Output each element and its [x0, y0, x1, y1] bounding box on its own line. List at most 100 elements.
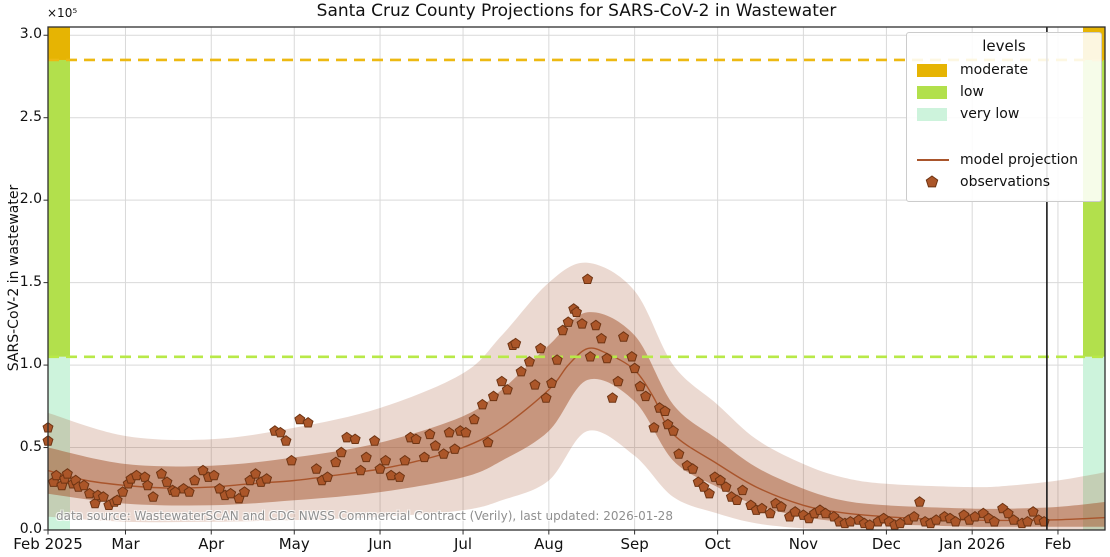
observation-point — [606, 392, 618, 403]
observation-point — [147, 491, 159, 502]
observation-point — [698, 481, 710, 492]
observation-point — [582, 273, 594, 284]
legend-item-label: very low — [960, 106, 1020, 122]
observation-point — [84, 487, 96, 499]
observation-point — [629, 362, 641, 374]
observation-point — [438, 448, 450, 459]
x-tick-label: Jun — [368, 535, 392, 553]
observation-point — [659, 405, 671, 416]
observation-point — [261, 473, 273, 484]
observation-point — [562, 316, 574, 327]
observation-point — [369, 435, 381, 446]
data-source-note: data source: WastewaterSCAN and CDC NWSS… — [56, 509, 673, 523]
observation-point — [775, 501, 787, 512]
observation-point — [183, 486, 195, 497]
observation-point — [274, 426, 286, 438]
observation-point — [286, 454, 297, 466]
x-tick-label: Mar — [111, 535, 140, 553]
observation-point — [1002, 507, 1014, 519]
observation-point — [393, 471, 405, 482]
observation-point — [429, 440, 441, 451]
observation-point — [496, 375, 508, 387]
legend-item-observations: observations — [917, 171, 1091, 193]
level-stripe-right-very-low — [1083, 356, 1105, 530]
observation-point — [720, 481, 732, 492]
observation-point — [280, 435, 292, 446]
observation-point — [238, 486, 250, 497]
observation-point — [557, 324, 569, 336]
observation-point — [131, 469, 143, 481]
observation-point — [78, 479, 90, 491]
observation-point — [634, 380, 646, 392]
observation-point — [571, 306, 582, 317]
observation-point — [584, 350, 596, 362]
observation-point — [612, 375, 624, 387]
x-tick-label: Apr — [198, 535, 225, 553]
pentagon-marker-icon — [925, 175, 939, 188]
observation-point — [731, 494, 743, 505]
observation-point — [330, 456, 342, 468]
observation-point — [789, 506, 801, 517]
legend-title: levels — [982, 37, 1026, 55]
observation-point — [50, 469, 62, 481]
observation-point — [714, 474, 726, 486]
observation-point — [914, 496, 926, 507]
observation-point — [310, 463, 322, 474]
legend-item-label: observations — [960, 174, 1051, 190]
observation-point — [189, 474, 201, 486]
observation-point — [529, 379, 541, 390]
observation-point — [523, 355, 535, 367]
y-tick-label: 1.5 — [19, 273, 42, 290]
observation-point — [595, 332, 607, 344]
y-tick-label: 0.5 — [19, 438, 42, 455]
x-tick-label: Nov — [788, 535, 819, 553]
legend-item-low: low — [917, 81, 1091, 103]
legend-item-label: low — [960, 84, 984, 100]
observation-point — [908, 510, 920, 522]
x-tick-label: Jan 2026 — [939, 535, 1006, 553]
observation-point — [111, 494, 123, 505]
observation-point — [510, 337, 522, 349]
y-tick-label: 2.5 — [19, 108, 42, 125]
observation-point — [764, 507, 776, 519]
observation-point — [590, 319, 602, 331]
level-stripe-left-moderate — [48, 27, 70, 60]
observation-point — [640, 390, 652, 402]
observation-point — [294, 413, 306, 425]
observation-point — [250, 468, 262, 479]
level-stripe-left-low — [48, 59, 70, 357]
observation-point — [142, 479, 154, 491]
observation-point — [97, 491, 109, 502]
legend: levels moderate low very low model proje… — [906, 32, 1102, 202]
observation-point — [355, 464, 367, 476]
legend-item-very-low: very low — [917, 103, 1091, 125]
chart-title: Santa Cruz County Projections for SARS-C… — [316, 1, 837, 21]
y-tick-label: 0.0 — [19, 521, 42, 537]
observation-point — [1022, 515, 1034, 527]
observation-point — [626, 350, 638, 362]
observation-point — [950, 515, 962, 527]
observation-point — [703, 487, 715, 499]
observation-point — [1027, 506, 1039, 517]
observation-point — [662, 418, 674, 430]
inner-confidence-band — [48, 312, 1105, 527]
observation-point — [487, 390, 499, 402]
y-tick-label: 2.0 — [19, 191, 42, 208]
observation-point — [61, 468, 73, 479]
observation-point — [601, 352, 613, 364]
x-tick-label: Jul — [453, 535, 473, 553]
x-tick-label: Feb 2025 — [13, 535, 83, 553]
observation-point — [443, 426, 455, 438]
observation-point — [1008, 514, 1020, 525]
observation-point — [820, 507, 832, 519]
x-tick-label: Oct — [704, 535, 731, 553]
legend-item-moderate: moderate — [917, 59, 1091, 81]
observation-point — [380, 454, 392, 466]
observation-point — [349, 433, 361, 444]
observation-point — [410, 433, 422, 444]
observation-point — [460, 426, 472, 438]
x-tick-label: Feb — [1044, 535, 1072, 553]
model-projection-line — [47, 347, 1106, 522]
observation-point — [155, 468, 167, 479]
